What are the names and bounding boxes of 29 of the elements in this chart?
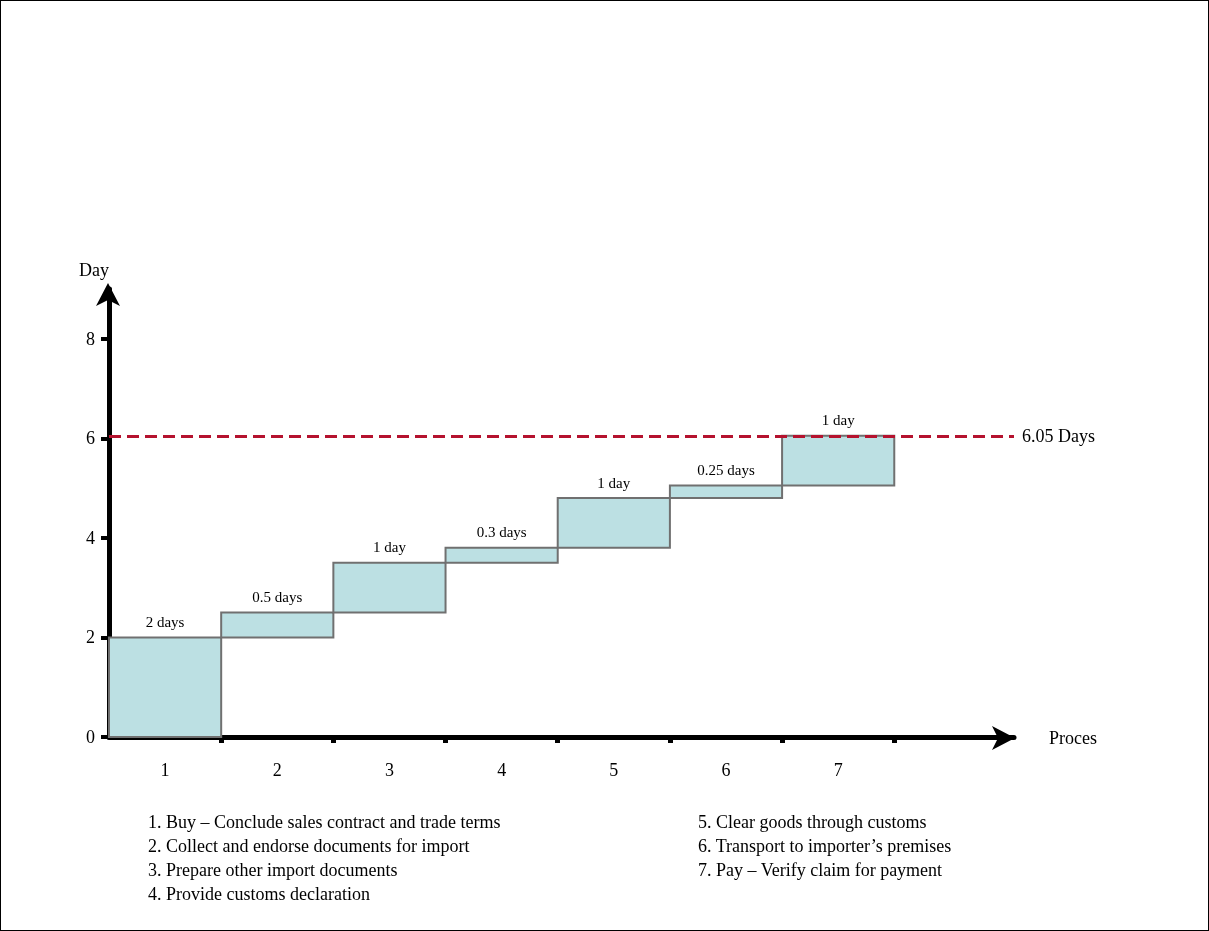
x-tick-label: 7: [833, 760, 843, 780]
x-tick-label: 6: [721, 760, 731, 780]
data-label: 2 days: [145, 613, 185, 630]
text: 5. Clear goods through customs: [698, 812, 927, 832]
y-tick-label: 0: [86, 727, 95, 747]
x-tick-label: 5: [609, 760, 619, 780]
data-label: 1 day: [821, 412, 856, 429]
x-tick-label: 2: [272, 760, 282, 780]
x-tick-label: 3: [384, 760, 394, 780]
text: 2. Collect and endorse documents for import: [148, 836, 470, 856]
ref-line-label: 6.05 Days: [1022, 425, 1095, 446]
data-label: 1 day: [597, 474, 631, 491]
y-axis-title: Day: [79, 260, 109, 280]
text: 1. Buy – Conclude sales contract and trade terms: [148, 812, 501, 832]
text: 3. Prepare other import documents: [148, 860, 398, 880]
data-label: 0.25 days: [697, 462, 755, 479]
y-tick-label: 2: [86, 627, 95, 648]
data-label: 0.3 days: [476, 524, 527, 541]
x-tick-label: 1: [160, 760, 170, 780]
y-tick-label: 6: [86, 428, 95, 449]
data-label: 1 day: [372, 539, 407, 556]
text: 4. Provide customs declaration: [148, 884, 370, 904]
y-tick-label: 8: [86, 328, 95, 349]
data-label: 0.5 days: [252, 589, 303, 606]
y-tick-label: 4: [86, 527, 95, 548]
text: 7. Pay – Verify claim for payment: [698, 860, 943, 880]
text: Proces: [1049, 728, 1097, 748]
x-tick-label: 4: [497, 760, 507, 780]
text: 6. Transport to importer’s premises: [698, 836, 952, 856]
